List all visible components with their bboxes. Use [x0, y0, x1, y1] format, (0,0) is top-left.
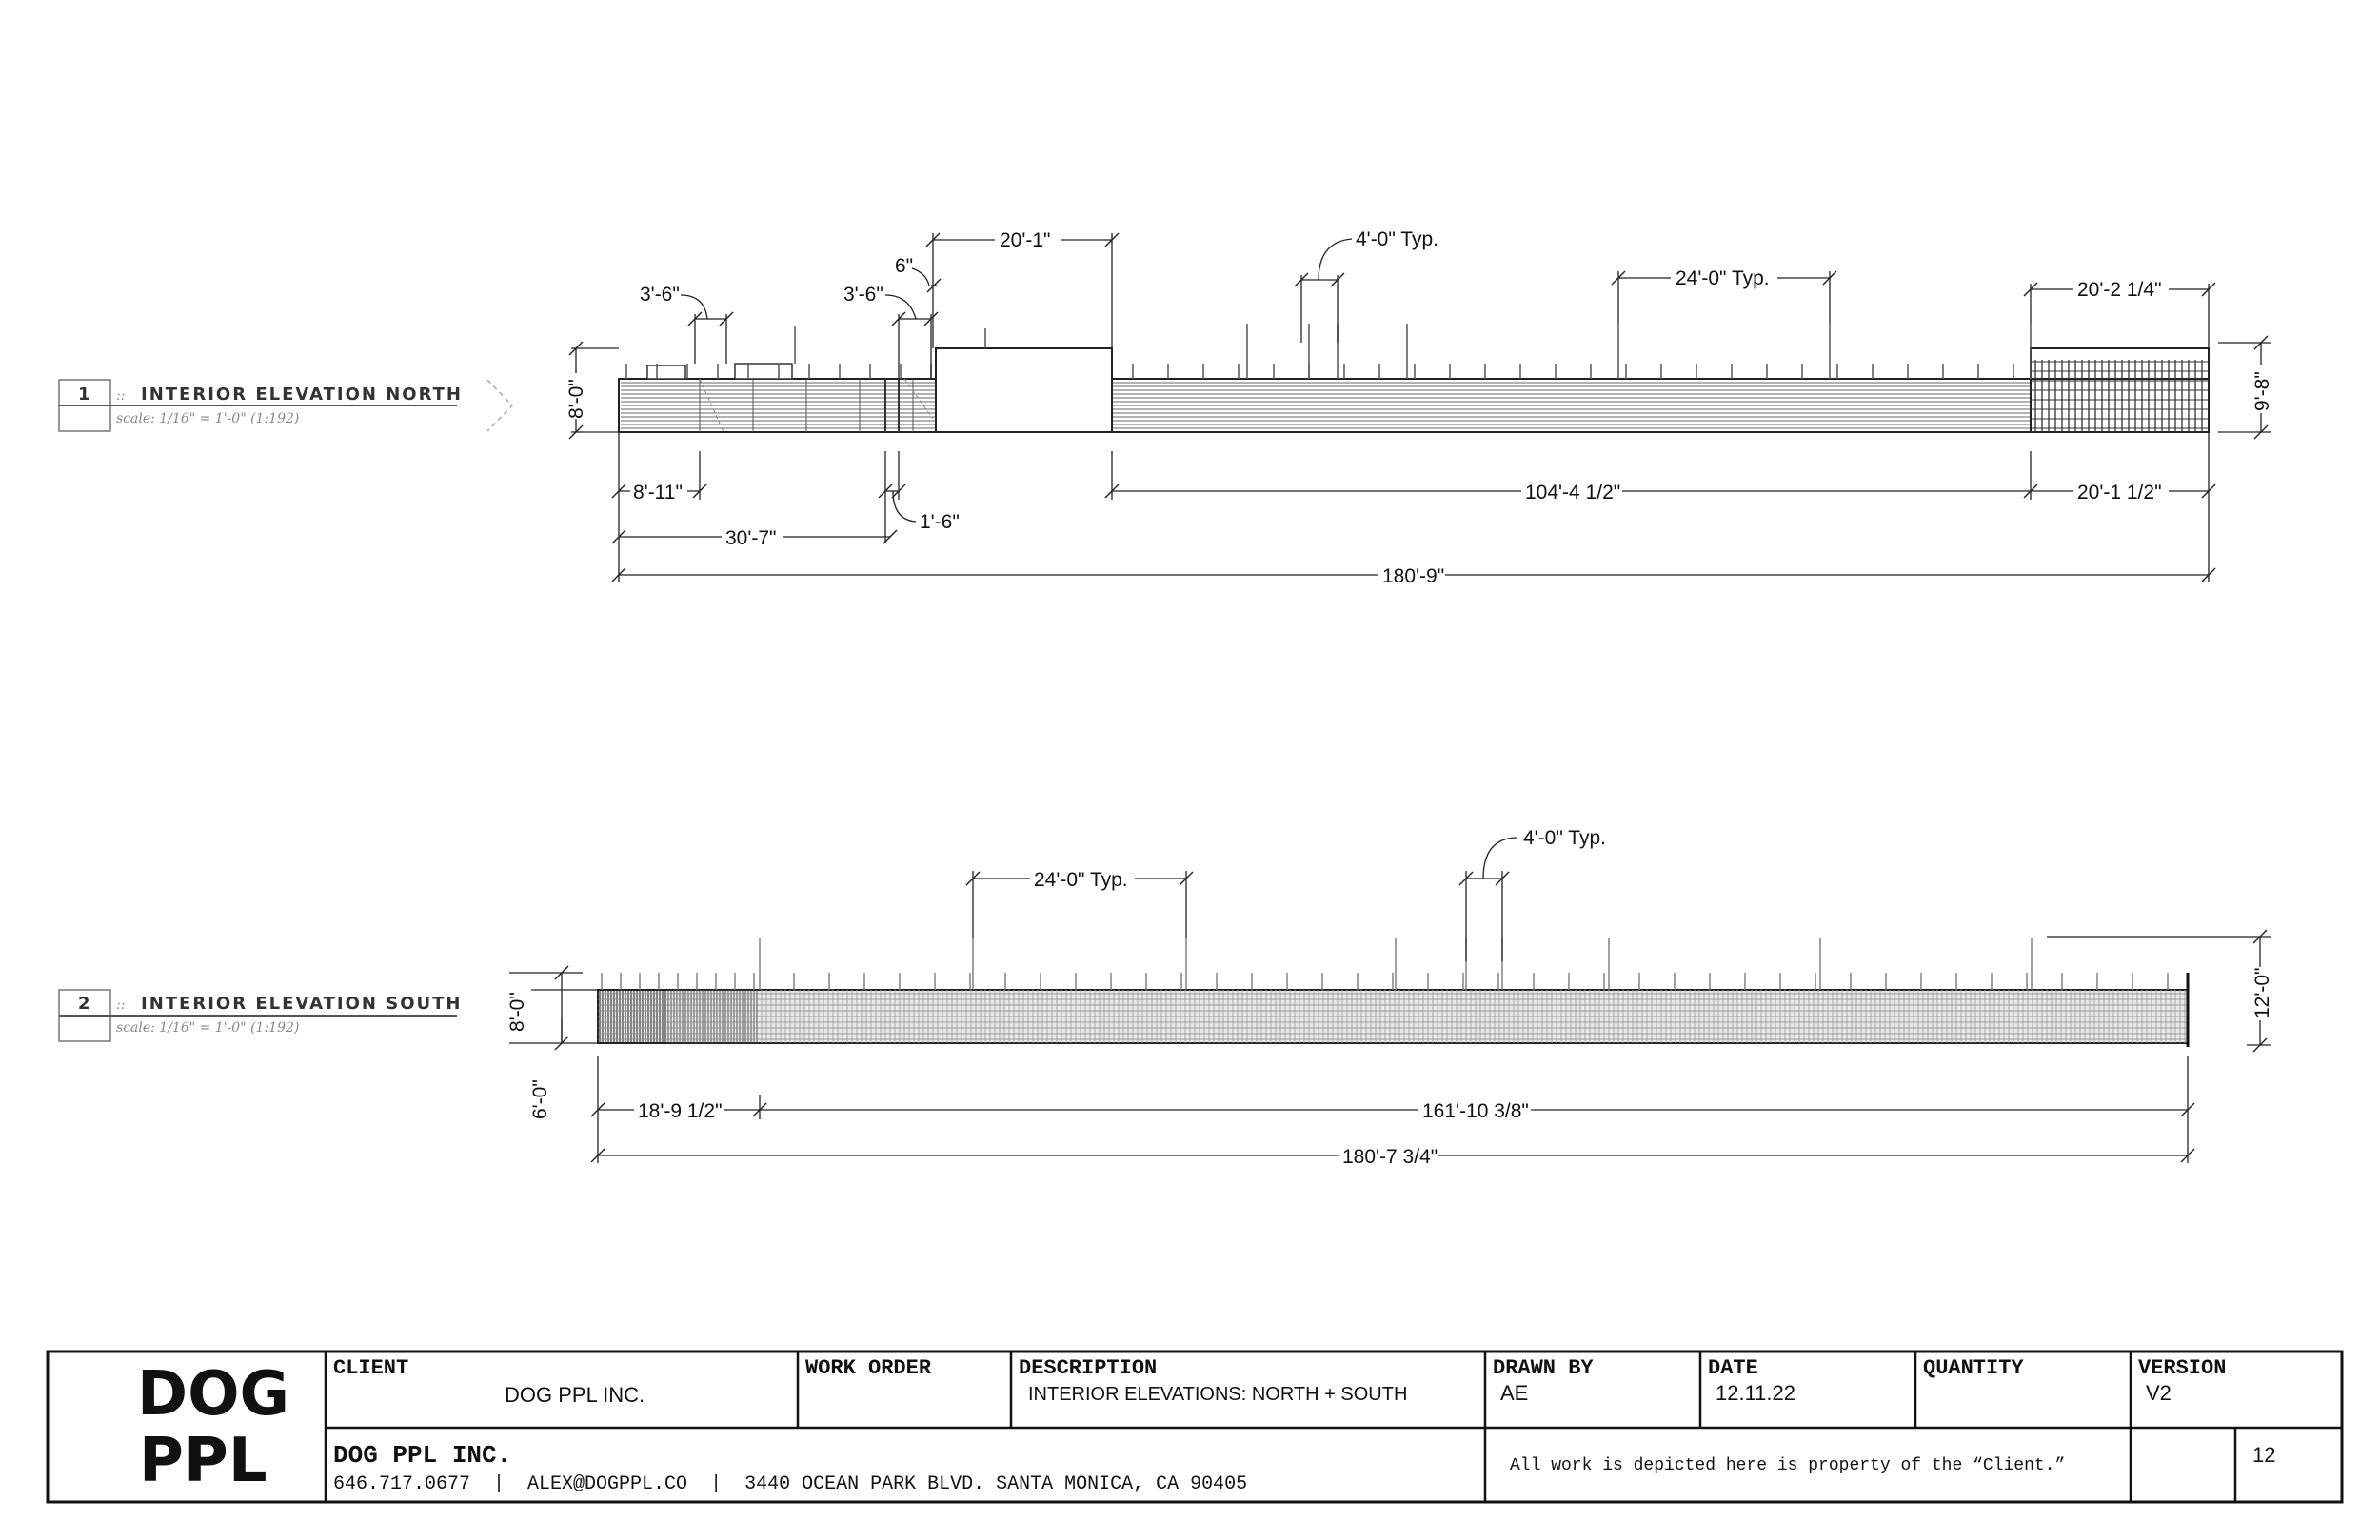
drawn-by-value: AE — [1500, 1381, 1528, 1405]
elevation-south-title: INTERIOR ELEVATION SOUTH — [141, 994, 462, 1014]
dim-south-180-7-3-4: 180'-7 3/4" — [1342, 1146, 1438, 1168]
client-label: CLIENT — [333, 1356, 408, 1380]
disclaimer: All work is depicted here is property of… — [1510, 1456, 2065, 1475]
description-label: DESCRIPTION — [1019, 1356, 1157, 1380]
elevation-south-label: 2 :: INTERIOR ELEVATION SOUTH scale: 1/1… — [58, 989, 462, 1042]
logo-line-2: PPL — [139, 1426, 268, 1496]
date-label: DATE — [1708, 1356, 1758, 1380]
title-block: DOG PPL CLIENT DOG PPL INC. WORK ORDER D… — [46, 1350, 2344, 1504]
dim-south-6-0: 6'-0" — [529, 1079, 551, 1119]
company-contact: 646.717.0677 | ALEX@DOGPPL.CO | 3440 OCE… — [333, 1473, 1247, 1495]
dim-north-9-8: 9'-8" — [2251, 371, 2273, 411]
elevation-south-scale: scale: 1/16" = 1'-0" (1:192) — [116, 1020, 299, 1036]
dim-south-8-0: 8'-0" — [506, 992, 528, 1032]
elevation-south-number: 2 — [78, 994, 90, 1014]
description-value: INTERIOR ELEVATIONS: NORTH + SOUTH — [1028, 1384, 1407, 1405]
dim-south-18-9-1-2: 18'-9 1/2" — [638, 1100, 723, 1122]
client-value: DOG PPL INC. — [505, 1383, 645, 1407]
date-value: 12.11.22 — [1716, 1381, 1795, 1405]
dim-north-104-4-1-2: 104'-4 1/2" — [1525, 482, 1620, 503]
elevation-north-label: 1 :: INTERIOR ELEVATION NORTH scale: 1/1… — [58, 379, 514, 432]
dim-north-8-11: 8'-11" — [633, 482, 683, 503]
work-order-label: WORK ORDER — [805, 1356, 932, 1380]
dim-north-1-6: 1'-6" — [920, 511, 960, 533]
dim-south-24-0-typ: 24'-0" Typ. — [1034, 869, 1128, 891]
dim-south-161-10-3-8: 161'-10 3/8" — [1422, 1100, 1529, 1122]
elevation-north-scale: scale: 1/16" = 1'-0" (1:192) — [116, 411, 299, 426]
elevation-south: 2 :: INTERIOR ELEVATION SOUTH scale: 1/1… — [58, 827, 2275, 1169]
dim-north-4-0-typ: 4'-0" Typ. — [1356, 228, 1438, 250]
elevation-north-separator: :: — [116, 388, 125, 404]
dim-north-30-7: 30'-7" — [725, 527, 777, 549]
dim-north-6: 6" — [895, 255, 913, 277]
dim-south-4-0-typ: 4'-0" Typ. — [1523, 827, 1606, 849]
elevation-north-title: INTERIOR ELEVATION NORTH — [141, 385, 463, 405]
dim-north-20-1-1-2: 20'-1 1/2" — [2077, 482, 2162, 503]
logo-line-1: DOG — [137, 1359, 289, 1430]
dim-north-3-6-b: 3'-6" — [843, 284, 883, 306]
dim-north-24-0-typ: 24'-0" Typ. — [1676, 267, 1770, 289]
dim-south-12-0: 12'-0" — [2251, 968, 2273, 1019]
version-value: V2 — [2146, 1381, 2172, 1405]
quantity-label: QUANTITY — [1923, 1356, 2024, 1380]
elevation-south-wall — [597, 938, 2190, 1047]
drawn-by-label: DRAWN BY — [1493, 1356, 1594, 1380]
version-label: VERSION — [2138, 1356, 2226, 1380]
company-name: DOG PPL INC. — [333, 1441, 511, 1470]
dog-ppl-logo: DOG PPL — [137, 1359, 289, 1496]
north-center-box — [935, 347, 1113, 433]
elevation-north: 1 :: INTERIOR ELEVATION NORTH scale: 1/1… — [58, 227, 2276, 588]
elevation-north-number: 1 — [78, 385, 90, 405]
dim-north-3-6-a: 3'-6" — [640, 284, 680, 306]
dim-north-8-0: 8'-0" — [565, 379, 587, 419]
elevation-south-separator: :: — [116, 997, 125, 1013]
sheet-number: 12 — [2252, 1443, 2275, 1467]
dim-north-20-1: 20'-1" — [1000, 229, 1051, 251]
dim-north-20-2-1-4: 20'-2 1/4" — [2077, 279, 2162, 301]
elevation-north-wall — [618, 324, 2210, 433]
dim-north-180-9: 180'-9" — [1382, 565, 1444, 587]
